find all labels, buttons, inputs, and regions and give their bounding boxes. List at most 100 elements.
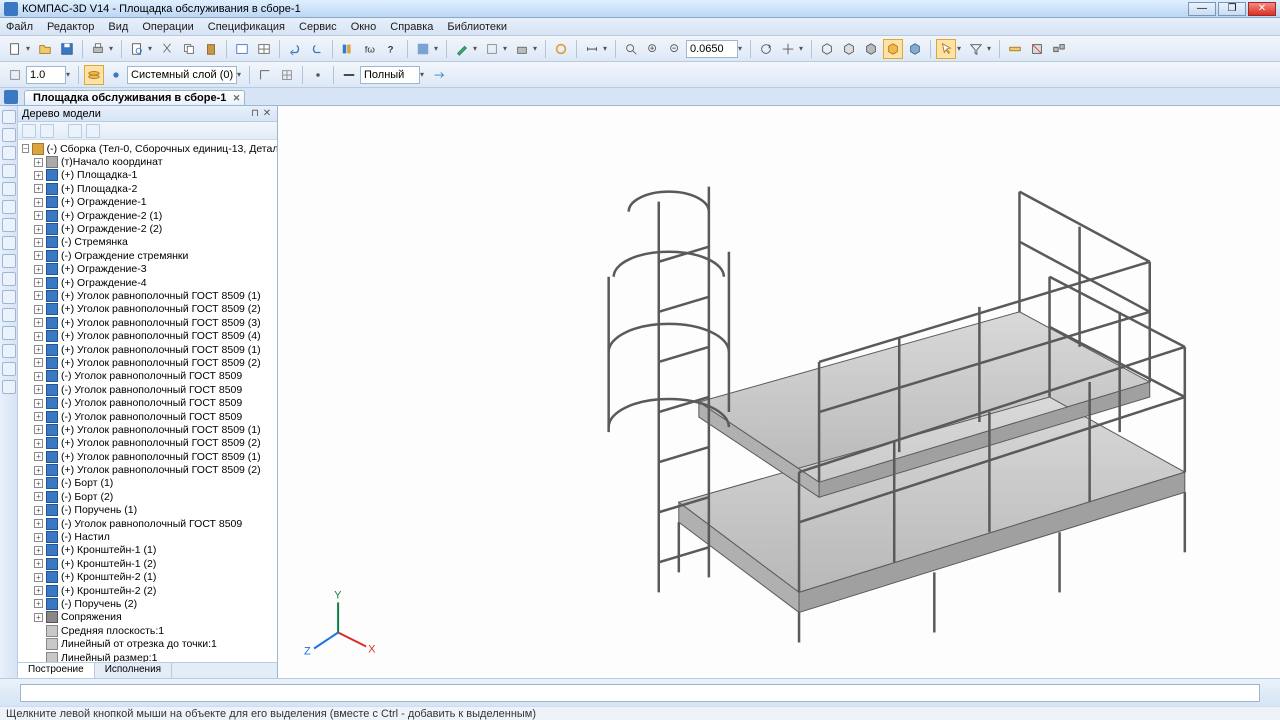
maximize-button[interactable]: ❐	[1218, 2, 1246, 16]
tree-tool[interactable]	[22, 124, 36, 138]
menu-Окно[interactable]: Окно	[351, 21, 377, 33]
open-button[interactable]	[35, 39, 55, 59]
tree-node[interactable]: +(+) Ограждение-4	[18, 276, 277, 289]
tree-node[interactable]: +(+) Уголок равнополочный ГОСТ 8509 (2)	[18, 463, 277, 476]
expand-icon[interactable]: +	[34, 533, 43, 542]
wire-button[interactable]	[839, 39, 859, 59]
sketch-button[interactable]	[482, 39, 502, 59]
tree-tool[interactable]	[68, 124, 82, 138]
expand-icon[interactable]: +	[34, 439, 43, 448]
expand-icon[interactable]: +	[34, 452, 43, 461]
section-button[interactable]	[1027, 39, 1047, 59]
tree-node[interactable]: +(+) Уголок равнополочный ГОСТ 8509 (1)	[18, 450, 277, 463]
expand-icon[interactable]: +	[34, 171, 43, 180]
expand-icon[interactable]: +	[34, 425, 43, 434]
tree-tool[interactable]	[40, 124, 54, 138]
layer-icon[interactable]	[84, 65, 104, 85]
menu-Сервис[interactable]: Сервис	[299, 21, 337, 33]
tree-tab-exec[interactable]: Исполнения	[95, 663, 172, 678]
tree-node[interactable]: +(+) Кронштейн-2 (1)	[18, 571, 277, 584]
expand-icon[interactable]: +	[34, 291, 43, 300]
expand-icon[interactable]: +	[34, 238, 43, 247]
tree-node[interactable]: +(+) Уголок равнополочный ГОСТ 8509 (3)	[18, 316, 277, 329]
expand-icon[interactable]: +	[34, 184, 43, 193]
copy-button[interactable]	[179, 39, 199, 59]
expand-icon[interactable]: +	[34, 385, 43, 394]
tree-node[interactable]: Линейный от отрезка до точки:1	[18, 637, 277, 650]
tree-node[interactable]: +(-) Стремянка	[18, 236, 277, 249]
command-input[interactable]	[20, 684, 1260, 702]
tree-node[interactable]: +(+) Уголок равнополочный ГОСТ 8509 (1)	[18, 289, 277, 302]
side-tool[interactable]	[2, 254, 16, 268]
tree-node[interactable]: +(+) Площадка-2	[18, 182, 277, 195]
expand-icon[interactable]: +	[34, 399, 43, 408]
side-tool[interactable]	[2, 326, 16, 340]
iso-button[interactable]	[817, 39, 837, 59]
tree-node[interactable]: +(+) Уголок равнополочный ГОСТ 8509 (2)	[18, 437, 277, 450]
expand-icon[interactable]: +	[34, 479, 43, 488]
tree-node[interactable]: +(+) Уголок равнополочный ГОСТ 8509 (2)	[18, 356, 277, 369]
expand-icon[interactable]: +	[34, 158, 43, 167]
tree-node[interactable]: +(-) Уголок равнополочный ГОСТ 8509	[18, 517, 277, 530]
tree-tab-build[interactable]: Построение	[18, 663, 95, 678]
expand-icon[interactable]: +	[34, 265, 43, 274]
tree-node[interactable]: +(+) Уголок равнополочный ГОСТ 8509 (2)	[18, 303, 277, 316]
tree-node[interactable]: +(+) Ограждение-2 (1)	[18, 209, 277, 222]
tree-node[interactable]: +(+) Уголок равнополочный ГОСТ 8509 (4)	[18, 329, 277, 342]
shaded-button[interactable]	[883, 39, 903, 59]
shade-button[interactable]	[413, 39, 433, 59]
tree-node[interactable]: +(-) Борт (1)	[18, 477, 277, 490]
pan-button[interactable]	[778, 39, 798, 59]
expand-icon[interactable]: +	[34, 613, 43, 622]
expand-icon[interactable]: +	[34, 318, 43, 327]
side-tool[interactable]	[2, 290, 16, 304]
tree-node[interactable]: +(-) Уголок равнополочный ГОСТ 8509	[18, 370, 277, 383]
save-button[interactable]	[57, 39, 77, 59]
expand-icon[interactable]: +	[34, 358, 43, 367]
cut-button[interactable]	[157, 39, 177, 59]
expand-icon[interactable]: +	[34, 251, 43, 260]
expand-icon[interactable]: +	[34, 412, 43, 421]
side-tool[interactable]	[2, 110, 16, 124]
expand-icon[interactable]: −	[22, 144, 29, 153]
hidden-button[interactable]	[861, 39, 881, 59]
tree-node[interactable]: −(-) Сборка (Тел-0, Сборочных единиц-13,…	[18, 142, 277, 155]
side-tool[interactable]	[2, 380, 16, 394]
expand-icon[interactable]: +	[34, 506, 43, 515]
tree-node[interactable]: +(-) Уголок равнополочный ГОСТ 8509	[18, 410, 277, 423]
paste-button[interactable]	[201, 39, 221, 59]
rotate-button[interactable]	[756, 39, 776, 59]
snap-button[interactable]	[5, 65, 25, 85]
side-tool[interactable]	[2, 272, 16, 286]
snap2-button[interactable]	[308, 65, 328, 85]
expand-icon[interactable]: +	[34, 586, 43, 595]
expand-icon[interactable]: +	[34, 519, 43, 528]
expand-icon[interactable]: +	[34, 492, 43, 501]
side-tool[interactable]	[2, 200, 16, 214]
expand-icon[interactable]: +	[34, 599, 43, 608]
expand-icon[interactable]: +	[34, 559, 43, 568]
tree-node[interactable]: +(-) Настил	[18, 530, 277, 543]
tree-node[interactable]: +(+) Ограждение-3	[18, 263, 277, 276]
ortho-button[interactable]	[255, 65, 275, 85]
side-tool[interactable]	[2, 308, 16, 322]
tree-tool[interactable]	[86, 124, 100, 138]
zoom-value-input[interactable]	[686, 40, 738, 58]
menu-Библиотеки[interactable]: Библиотеки	[447, 21, 507, 33]
tree-node[interactable]: +(-) Ограждение стремянки	[18, 249, 277, 262]
tree-node[interactable]: +(+) Уголок равнополочный ГОСТ 8509 (1)	[18, 423, 277, 436]
side-tool[interactable]	[2, 236, 16, 250]
menu-Редактор[interactable]: Редактор	[47, 21, 94, 33]
tree-node[interactable]: +(-) Борт (2)	[18, 490, 277, 503]
side-tool[interactable]	[2, 128, 16, 142]
select-button[interactable]	[936, 39, 956, 59]
expand-icon[interactable]: +	[34, 332, 43, 341]
expand-icon[interactable]: +	[34, 278, 43, 287]
explode-button[interactable]	[1049, 39, 1069, 59]
persp-button[interactable]	[905, 39, 925, 59]
side-tool[interactable]	[2, 344, 16, 358]
extrude-button[interactable]	[512, 39, 532, 59]
zoom-out-button[interactable]	[665, 39, 685, 59]
tree-node[interactable]: +(-) Уголок равнополочный ГОСТ 8509	[18, 383, 277, 396]
tree-node[interactable]: Линейный размер:1	[18, 651, 277, 662]
